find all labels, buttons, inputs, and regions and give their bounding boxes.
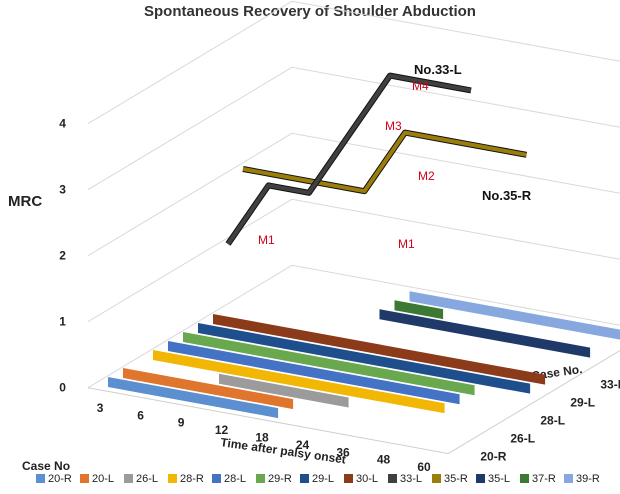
bar-29-R bbox=[183, 332, 475, 396]
bar-26-L bbox=[219, 373, 349, 408]
legend-label-20-L: 20-L bbox=[92, 473, 114, 485]
legend-swatch-29-R bbox=[256, 474, 265, 483]
gridline-1 bbox=[87, 198, 620, 323]
x-tick-48: 48 bbox=[377, 453, 391, 467]
legend-swatch-39-R bbox=[564, 474, 573, 483]
line-35-R bbox=[242, 130, 527, 194]
legend-title: Case No bbox=[22, 459, 70, 473]
legend-swatch-28-R bbox=[168, 474, 177, 483]
series-20-R bbox=[108, 377, 279, 419]
legend: 20-R 20-L 26-L 28-R 28-L 29-R 29-L 30-L 33-L 35-R… bbox=[36, 473, 600, 485]
legend-swatch-28-L bbox=[212, 474, 221, 483]
series-39-R bbox=[409, 291, 620, 340]
floor-plane bbox=[87, 350, 620, 455]
legend-label-37-R: 37-R bbox=[532, 473, 556, 485]
bar-28-R bbox=[153, 350, 445, 414]
series-37-R bbox=[394, 300, 444, 320]
legend-label-28-L: 28-L bbox=[224, 473, 246, 485]
y-tick-2: 2 bbox=[59, 249, 66, 263]
gridline-4 bbox=[87, 0, 620, 125]
bar-39-R bbox=[409, 291, 620, 340]
y-tick-0: 0 bbox=[59, 381, 66, 395]
x-tick-6: 6 bbox=[137, 408, 144, 422]
z-tick-29-L: 29-L bbox=[570, 395, 595, 409]
x-tick-18: 18 bbox=[255, 431, 269, 445]
legend-swatch-29-L bbox=[300, 474, 309, 483]
z-axis-ticks: 20-R26-L28-L29-L33-L35-L39-R bbox=[480, 377, 620, 463]
back-wall-gridlines bbox=[87, 0, 620, 389]
series-33-L bbox=[225, 72, 472, 246]
legend-swatch-35-R bbox=[432, 474, 441, 483]
y-axis-label: MRC bbox=[8, 193, 42, 210]
z-tick-33-L: 33-L bbox=[600, 377, 620, 391]
series-26-L bbox=[219, 373, 349, 408]
legend-swatch-33-L bbox=[388, 474, 397, 483]
tag-33l: No.33-L bbox=[414, 62, 462, 77]
bar-20-R bbox=[108, 377, 279, 419]
legend-label-29-L: 29-L bbox=[312, 473, 334, 485]
annotation-m1-right: M1 bbox=[398, 237, 415, 251]
legend-swatch-37-R bbox=[520, 474, 529, 483]
bar-28-L bbox=[168, 341, 460, 405]
series-35-L bbox=[379, 309, 591, 358]
legend-label-29-R: 29-R bbox=[268, 473, 292, 485]
series-29-L bbox=[198, 323, 531, 394]
annotation-m3: M3 bbox=[385, 119, 402, 133]
series-group bbox=[108, 72, 620, 419]
annotation-m2: M2 bbox=[418, 169, 435, 183]
legend-swatch-30-L bbox=[344, 474, 353, 483]
bar-30-L bbox=[213, 314, 546, 385]
x-tick-12: 12 bbox=[215, 423, 229, 437]
x-tick-24: 24 bbox=[296, 438, 310, 452]
floor-edge bbox=[87, 350, 620, 455]
series-29-R bbox=[183, 332, 475, 396]
x-tick-60: 60 bbox=[417, 460, 431, 474]
y-tick-1: 1 bbox=[59, 315, 66, 329]
legend-label-33-L: 33-L bbox=[400, 473, 422, 485]
series-30-L bbox=[213, 314, 546, 385]
series-28-L bbox=[168, 341, 460, 405]
legend-swatch-35-L bbox=[476, 474, 485, 483]
line-33-L bbox=[226, 73, 472, 246]
series-35-R bbox=[242, 129, 528, 195]
y-tick-4: 4 bbox=[59, 117, 66, 131]
y-tick-3: 3 bbox=[59, 183, 66, 197]
tag-35r: No.35-R bbox=[482, 188, 532, 203]
x-axis-label: Time after palsy onset bbox=[220, 435, 347, 466]
annotation-m1-left: M1 bbox=[258, 233, 275, 247]
legend-label-26-L: 26-L bbox=[136, 473, 158, 485]
bar-35-L bbox=[379, 309, 591, 358]
legend-swatch-20-L bbox=[80, 474, 89, 483]
z-tick-28-L: 28-L bbox=[540, 413, 565, 427]
bar-20-L bbox=[123, 368, 294, 410]
series-28-R bbox=[153, 350, 445, 414]
x-tick-36: 36 bbox=[336, 445, 350, 459]
chart-title: Spontaneous Recovery of Shoulder Abducti… bbox=[144, 3, 476, 20]
legend-swatch-26-L bbox=[124, 474, 133, 483]
legend-swatch-20-R bbox=[36, 474, 45, 483]
legend-label-39-R: 39-R bbox=[576, 473, 600, 485]
legend-label-35-R: 35-R bbox=[444, 473, 468, 485]
annotation-m4: M4 bbox=[412, 79, 429, 93]
x-tick-3: 3 bbox=[97, 401, 104, 415]
series-20-L bbox=[123, 368, 294, 410]
legend-label-30-L: 30-L bbox=[356, 473, 378, 485]
legend-label-28-R: 28-R bbox=[180, 473, 204, 485]
gridline-0 bbox=[87, 264, 620, 389]
gridline-3 bbox=[87, 66, 620, 191]
bar-37-R bbox=[394, 300, 444, 320]
z-tick-20-R: 20-R bbox=[480, 449, 506, 463]
x-tick-9: 9 bbox=[178, 416, 185, 430]
gridline-2 bbox=[87, 132, 620, 257]
legend-label-35-L: 35-L bbox=[488, 473, 510, 485]
legend-label-20-R: 20-R bbox=[48, 473, 72, 485]
y-axis-ticks: 0 1 2 3 4 bbox=[59, 117, 66, 395]
z-tick-26-L: 26-L bbox=[510, 431, 535, 445]
bar-29-L bbox=[198, 323, 531, 394]
